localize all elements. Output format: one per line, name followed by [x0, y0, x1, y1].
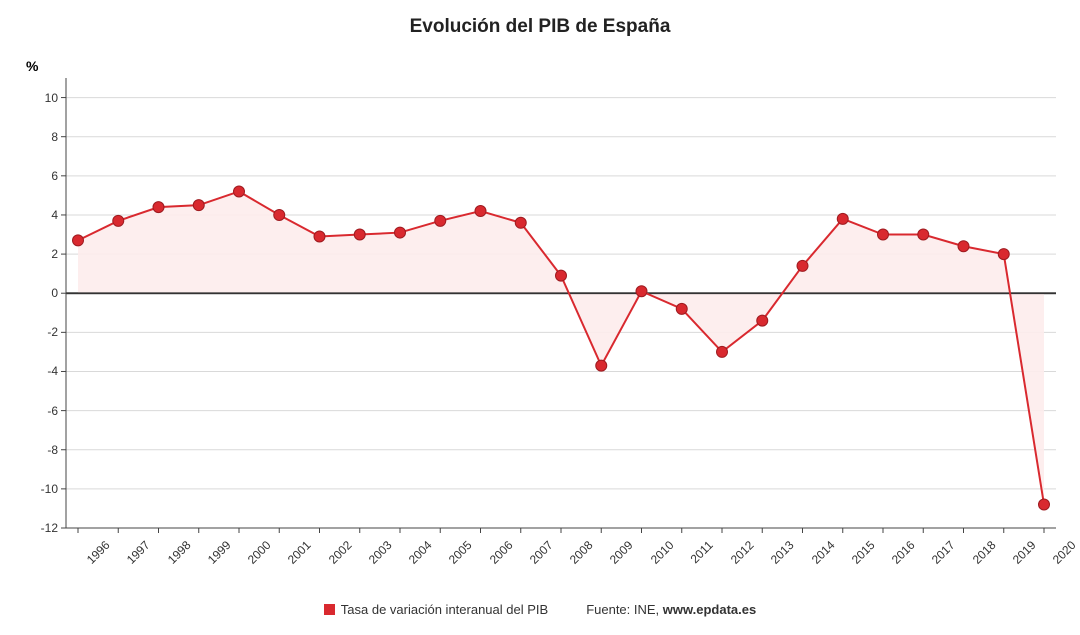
legend-source-site: www.epdata.es	[663, 602, 756, 617]
x-tick-label: 1997	[124, 538, 153, 567]
legend-marker-icon	[324, 604, 335, 615]
x-tick-label: 2005	[446, 538, 475, 567]
y-tick-label: 10	[45, 91, 58, 105]
y-tick-label: -10	[41, 482, 58, 496]
y-axis-symbol: %	[26, 58, 38, 74]
x-tick-label: 2003	[366, 538, 395, 567]
x-axis-labels: 1996 1997 1998 1999 2000 2001 2002 2003 2004 2005…	[66, 532, 1056, 572]
legend-source-prefix: Fuente: INE,	[586, 602, 663, 617]
y-tick-label: -4	[47, 364, 58, 378]
x-tick-label: 2004	[406, 538, 435, 567]
x-tick-label: 2018	[969, 538, 998, 567]
legend: Tasa de variación interanual del PIB Fuen…	[0, 602, 1080, 617]
x-tick-label: 2010	[647, 538, 676, 567]
x-tick-label: 2007	[527, 538, 556, 567]
x-tick-label: 2009	[607, 538, 636, 567]
x-tick-label: 2019	[1010, 538, 1039, 567]
y-tick-label: 2	[51, 247, 58, 261]
legend-series-label: Tasa de variación interanual del PIB	[341, 602, 548, 617]
x-tick-label: 2014	[808, 538, 837, 567]
x-tick-label: 2013	[768, 538, 797, 567]
y-tick-label: 8	[51, 130, 58, 144]
x-tick-label: 2001	[285, 538, 314, 567]
plot-area	[66, 78, 1056, 528]
y-tick-label: 0	[51, 286, 58, 300]
y-tick-label: -2	[47, 325, 58, 339]
x-tick-label: 2011	[687, 538, 715, 566]
x-tick-label: 1996	[84, 538, 113, 567]
x-tick-label: 2017	[929, 538, 958, 567]
chart-container: Evolución del PIB de España % -12 -10 -8 -6…	[0, 0, 1080, 635]
x-tick-label: 2000	[245, 538, 274, 567]
chart-title: Evolución del PIB de España	[0, 0, 1080, 48]
x-tick-label: 2008	[567, 538, 596, 567]
x-tick-label: 2016	[889, 538, 918, 567]
x-tick-label: 1999	[205, 538, 234, 567]
x-tick-label: 2002	[325, 538, 354, 567]
plot-svg	[66, 78, 1056, 528]
y-tick-label: 4	[51, 208, 58, 222]
x-tick-label: 2020	[1050, 538, 1079, 567]
y-tick-label: -6	[47, 404, 58, 418]
y-axis-labels: -12-10-8-6-4-20246810	[0, 78, 58, 528]
x-tick-label: 2006	[486, 538, 515, 567]
y-tick-label: 6	[51, 169, 58, 183]
x-tick-label: 1998	[164, 538, 193, 567]
x-tick-label: 2012	[728, 538, 757, 567]
x-tick-label: 2015	[849, 538, 878, 567]
y-tick-label: -8	[47, 443, 58, 457]
y-tick-label: -12	[41, 521, 58, 535]
